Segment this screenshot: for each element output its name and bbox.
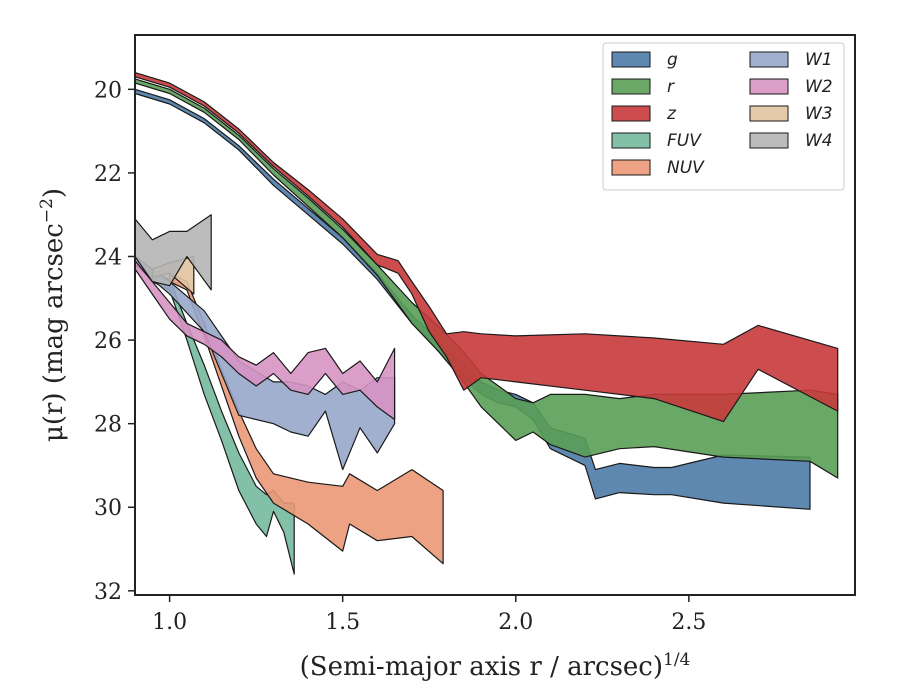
legend-swatch-w1 (749, 51, 789, 68)
legend-label-w1: W1 (805, 50, 833, 70)
legend-label-w3: W3 (805, 104, 833, 124)
legend-entries: grz FUV NUV W1 W2 W3 W4 (611, 50, 833, 178)
legend-swatch-fuv (611, 132, 651, 149)
legend-swatch-w3 (749, 105, 789, 122)
ticks-layer: 1.0 1.5 2.0 2.5 20 22 24 26 28 30 32 (94, 78, 706, 635)
legend-label-w4: W4 (805, 131, 833, 151)
legend-swatch-nuv (611, 159, 651, 176)
legend-label-g: g (667, 50, 678, 70)
y-axis-label-superscript: −2 (37, 198, 57, 223)
x-tick-label: 1.5 (325, 610, 360, 635)
legend-swatch-w2 (749, 78, 789, 95)
y-tick-label: 32 (94, 580, 122, 605)
y-tick-label: 20 (94, 78, 122, 103)
series-band-w1 (134, 255, 396, 471)
legend-label-nuv: NUV (667, 158, 705, 178)
series-layer (134, 71, 839, 575)
y-tick-label: 28 (94, 413, 122, 438)
y-tick-label: 22 (94, 162, 122, 187)
legend: grz FUV NUV W1 W2 W3 W4 (602, 42, 845, 191)
series-band-w4 (134, 214, 212, 291)
legend-swatch-w4 (749, 132, 789, 149)
legend-swatch-r (611, 78, 651, 95)
x-tick-label: 1.0 (152, 610, 187, 635)
y-tick-label: 30 (94, 496, 122, 521)
y-axis-label: μ(r) (mag arcsec−2) (37, 188, 69, 442)
legend-label-fuv: FUV (667, 131, 702, 151)
plot-frame (134, 34, 856, 596)
legend-label-z: z (666, 104, 677, 124)
legend-label-r: r (667, 77, 675, 97)
series-band-nuv (169, 272, 444, 565)
legend-swatch-g (611, 51, 651, 68)
x-tick-label: 2.0 (498, 610, 533, 635)
series-band-w2 (134, 260, 396, 421)
series-band-r (134, 78, 839, 479)
x-axis-label-superscript: 1/4 (663, 650, 690, 670)
y-tick-label: 26 (94, 329, 122, 354)
series-band-fuv (151, 272, 295, 575)
legend-label-w2: W2 (805, 77, 833, 97)
y-axis-label-close: ) (39, 188, 69, 198)
legend-swatch-z (611, 105, 651, 122)
series-band-z (134, 71, 839, 423)
y-tick-label: 24 (94, 245, 122, 270)
x-tick-label: 2.5 (671, 610, 706, 635)
x-axis-label: (Semi-major axis r / arcsec)1/4 (300, 650, 691, 682)
